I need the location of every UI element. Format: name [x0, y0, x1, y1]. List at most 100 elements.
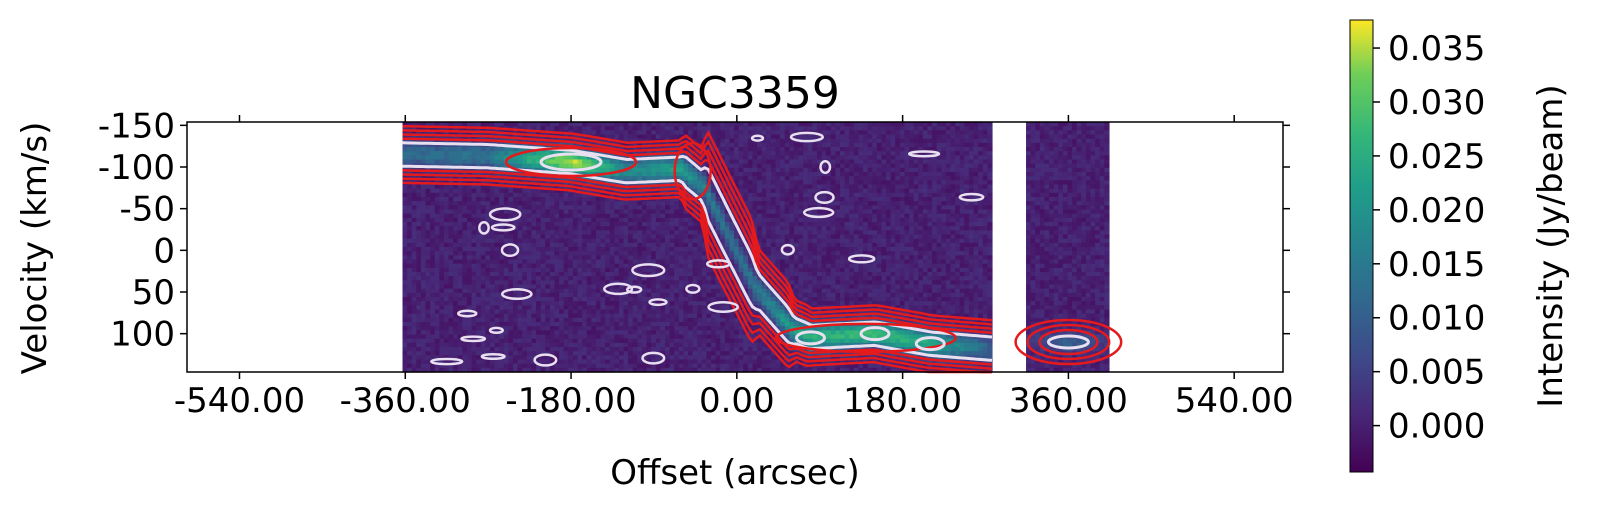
heatmap-cell: [729, 326, 735, 331]
heatmap-cell: [595, 330, 602, 336]
heatmap-cell: [729, 209, 735, 215]
heatmap-cell: [531, 367, 537, 373]
heatmap-cell: [513, 367, 519, 373]
heatmap-cell: [747, 363, 754, 369]
heatmap-cell: [499, 155, 505, 161]
heatmap-cell: [540, 305, 546, 311]
heatmap-cell: [683, 301, 689, 306]
heatmap-cell: [743, 363, 749, 369]
heatmap-cell: [697, 222, 703, 227]
heatmap-cell: [618, 134, 625, 140]
heatmap-cell: [692, 176, 698, 181]
heatmap-cell: [499, 176, 505, 181]
heatmap-cell: [660, 367, 666, 373]
heatmap-cell: [591, 238, 597, 244]
heatmap-cell: [618, 217, 625, 223]
heatmap-cell: [563, 313, 569, 319]
heatmap-cell: [485, 184, 491, 190]
heatmap-cell: [430, 322, 436, 327]
heatmap-cell: [540, 122, 546, 127]
heatmap-cell: [430, 205, 436, 211]
heatmap-cell: [457, 172, 463, 177]
heatmap-cell: [572, 251, 579, 256]
heatmap-cell: [536, 359, 542, 365]
heatmap-cell: [660, 263, 666, 269]
heatmap-cell: [462, 367, 468, 373]
heatmap-cell: [476, 330, 482, 336]
heatmap-cell: [697, 209, 703, 215]
heatmap-cell: [554, 342, 560, 348]
heatmap-cell: [641, 317, 648, 323]
heatmap-cell: [683, 276, 689, 281]
heatmap-cell: [480, 155, 487, 161]
heatmap-cell: [476, 234, 482, 240]
heatmap-cell: [572, 292, 579, 298]
heatmap-cell: [499, 230, 505, 236]
heatmap-cell: [485, 234, 491, 240]
heatmap-cell: [646, 338, 652, 344]
heatmap-cell: [770, 242, 777, 248]
heatmap-cell: [628, 205, 634, 211]
heatmap-cell: [591, 255, 597, 261]
heatmap-cell: [609, 338, 615, 344]
heatmap-cell: [407, 334, 413, 340]
heatmap-cell: [462, 176, 468, 181]
heatmap-cell: [420, 263, 427, 269]
heatmap-cell: [568, 284, 574, 290]
heatmap-cell: [655, 184, 661, 190]
heatmap-cell: [572, 259, 579, 265]
heatmap-cell: [577, 267, 583, 273]
heatmap-cell: [646, 217, 652, 223]
heatmap-cell: [430, 305, 436, 311]
heatmap-cell: [623, 330, 629, 336]
heatmap-cell: [614, 159, 620, 165]
heatmap-cell: [577, 263, 583, 269]
heatmap-cell: [439, 347, 445, 352]
heatmap-cell: [402, 272, 408, 277]
heatmap-cell: [407, 155, 413, 161]
heatmap-cell: [462, 122, 468, 127]
heatmap-cell: [632, 201, 638, 206]
heatmap-cell: [632, 130, 638, 136]
heatmap-cell: [416, 317, 422, 323]
heatmap-cell: [614, 230, 620, 236]
heatmap-cell: [761, 292, 767, 298]
heatmap-cell: [628, 259, 634, 265]
heatmap-cell: [540, 234, 546, 240]
heatmap-cell: [513, 276, 519, 281]
heatmap-cell: [775, 247, 781, 252]
heatmap-cell: [582, 126, 588, 131]
heatmap-cell: [402, 259, 408, 265]
heatmap-cell: [605, 280, 611, 286]
heatmap-cell: [549, 188, 556, 194]
heatmap-cell: [715, 142, 721, 148]
heatmap-cell: [655, 126, 661, 131]
heatmap-cell: [724, 367, 731, 373]
heatmap-cell: [646, 234, 652, 240]
heatmap-cell: [577, 272, 583, 277]
heatmap-cell: [618, 297, 625, 302]
heatmap-cell: [646, 251, 652, 256]
heatmap-cell: [411, 201, 417, 206]
heatmap-cell: [692, 322, 698, 327]
heatmap-cell: [577, 134, 583, 140]
heatmap-cell: [425, 142, 431, 148]
heatmap-cell: [591, 351, 597, 356]
heatmap-cell: [637, 301, 643, 306]
heatmap-cell: [623, 130, 629, 136]
heatmap-cell: [715, 147, 721, 152]
heatmap-cell: [701, 309, 708, 315]
heatmap-cell: [734, 238, 740, 244]
heatmap-cell: [568, 238, 574, 244]
heatmap-cell: [743, 147, 749, 152]
heatmap-cell: [720, 142, 726, 148]
heatmap-cell: [605, 359, 611, 365]
heatmap-cell: [641, 313, 648, 319]
heatmap-cell: [591, 342, 597, 348]
heatmap-cell: [752, 172, 758, 177]
heatmap-cell: [540, 280, 546, 286]
heatmap-cell: [540, 267, 546, 273]
heatmap-cell: [522, 259, 528, 265]
heatmap-cell: [517, 226, 523, 231]
heatmap-cell: [614, 267, 620, 273]
